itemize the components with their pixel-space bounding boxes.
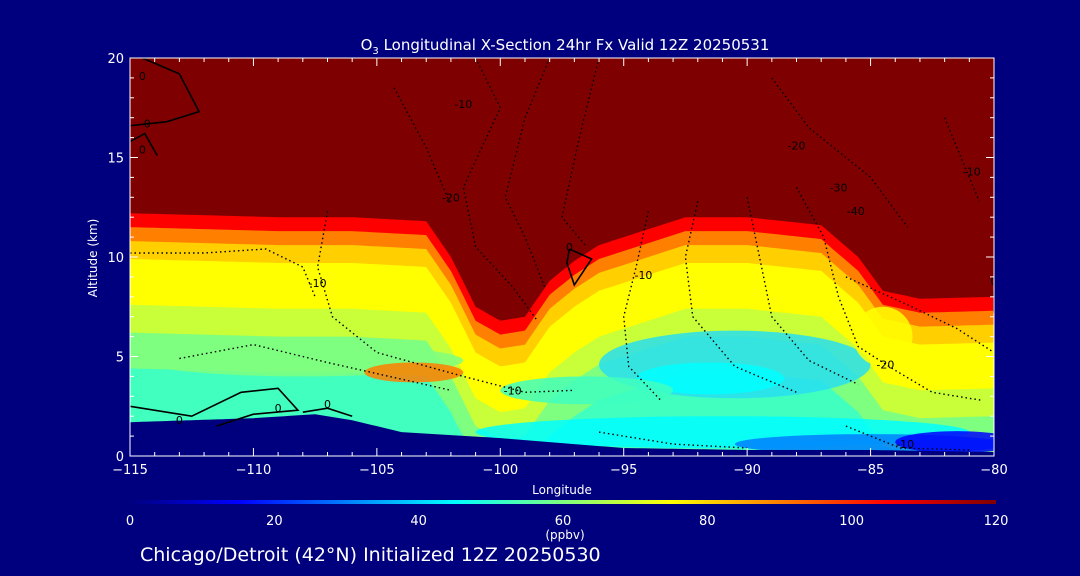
contour-label: -10 <box>454 98 472 111</box>
contour-line <box>130 248 316 298</box>
x-tick-label: −110 <box>236 463 272 478</box>
low-ozone-core <box>636 362 785 395</box>
contour-label: -30 <box>829 181 847 194</box>
contour-label: -10 <box>504 384 522 397</box>
zero-contour-line <box>302 407 353 417</box>
contour-line <box>943 117 980 202</box>
contour-label: -10 <box>634 269 652 282</box>
plot-area: 0 0 0 -10 -20 -10 0 -10 -20 -30-40 -10 -20 -10 -10 0 0 0… <box>130 58 998 456</box>
y-tick-label: 5 <box>116 351 124 366</box>
zero-contour-line <box>130 387 300 427</box>
contour-label: 0 <box>324 398 331 411</box>
y-tick-label: 15 <box>107 152 124 167</box>
zero-contours <box>130 58 994 427</box>
colorbar-tick-label: 80 <box>699 514 716 529</box>
contour-line <box>179 343 452 391</box>
footer-caption: Chicago/Detroit (42°N) Initialized 12Z 2… <box>140 544 601 566</box>
contour-label: -10 <box>963 165 981 178</box>
x-tick-label: −90 <box>733 463 760 478</box>
contour-lines <box>130 58 994 451</box>
boundary-layer-region <box>895 431 994 454</box>
colorbar <box>130 500 996 504</box>
contour-line <box>845 276 994 354</box>
colorbar-units: (ppbv) <box>545 528 584 542</box>
contour-labels: 0 0 0 -10 -20 -10 0 -10 -20 -30-40 -10 -20 -10 -10 0 0 0… <box>139 70 998 451</box>
contour-line <box>795 186 982 401</box>
contour-label: -40 <box>847 205 865 218</box>
contour-label: -10 <box>896 438 914 451</box>
colorbar-tick-label: 0 <box>126 514 134 529</box>
high-ozone-region <box>364 362 464 383</box>
contour-label: -20 <box>788 140 806 153</box>
contour-line <box>561 58 600 248</box>
contour-label: -10 <box>309 277 327 290</box>
contour-line <box>746 197 859 386</box>
x-tick-label: −115 <box>112 463 148 478</box>
contour-line <box>771 77 909 228</box>
x-axis-label: Longitude <box>532 483 592 497</box>
contour-label: 0 <box>566 241 573 254</box>
x-tick-label: −80 <box>980 463 1007 478</box>
y-axis: 0 5 10 15 20 <box>107 52 994 465</box>
zero-contour-line <box>130 58 201 127</box>
x-tick-label: −95 <box>610 463 637 478</box>
colorbar-tick-label: 120 <box>984 514 1009 529</box>
zero-contour-line <box>130 132 158 156</box>
chart-title: O3 Longitudinal X-Section 24hr Fx Valid … <box>361 36 770 57</box>
ozone-minimum-regions <box>142 306 994 455</box>
contour-line <box>622 211 662 401</box>
x-axis: −115 −110 −105 −100 −95 −90 −85 −80 <box>112 58 1008 478</box>
contour-label: 0 <box>176 414 183 427</box>
contour-label: 0 <box>144 118 151 131</box>
x-tick-label: −105 <box>359 463 395 478</box>
contour-label: 0 <box>139 70 146 83</box>
colorbar-tick-label: 20 <box>266 514 283 529</box>
colorbar-tick-label: 60 <box>555 514 572 529</box>
y-tick-label: 0 <box>116 450 124 465</box>
colorbar-tick-label: 40 <box>410 514 427 529</box>
contour-line <box>684 201 797 393</box>
contour-label: 0 <box>991 275 998 288</box>
low-ozone-region <box>500 376 674 405</box>
contour-line <box>845 425 970 451</box>
contour-line <box>462 58 538 322</box>
title-subscript: 3 <box>372 46 378 57</box>
contour-label: 0 <box>139 144 146 157</box>
contour-label: -20 <box>876 358 894 371</box>
terrain-mask <box>130 414 994 456</box>
contour-label: 0 <box>275 402 282 415</box>
high-ozone-region <box>853 306 913 367</box>
x-tick-label: −85 <box>857 463 884 478</box>
contour-label: -20 <box>442 191 460 204</box>
zero-contour-line <box>566 248 593 287</box>
colorbar-ticks: 0 20 40 60 80 100 120 <box>126 514 1009 529</box>
x-tick-label: −100 <box>482 463 518 478</box>
contour-line <box>393 87 452 206</box>
y-axis-label: Altitude (km) <box>86 219 100 298</box>
colorbar-tick-label: 100 <box>839 514 864 529</box>
y-tick-label: 20 <box>107 52 124 67</box>
y-tick-label: 10 <box>107 251 124 266</box>
